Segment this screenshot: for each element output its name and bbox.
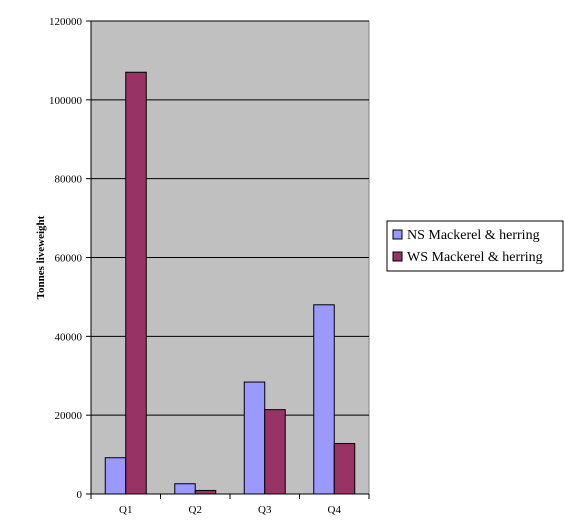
legend-swatch-1 xyxy=(392,229,403,240)
bar-q4-series-1 xyxy=(313,304,335,495)
y-tick-label: 120000 xyxy=(49,16,83,28)
x-tick-label: Q2 xyxy=(189,504,202,516)
y-tick-label: 60000 xyxy=(55,253,83,265)
bar-q1-series-2 xyxy=(125,71,147,495)
y-tick-label: 100000 xyxy=(49,95,83,107)
legend-swatch-2 xyxy=(392,251,403,262)
y-tick-label: 80000 xyxy=(55,174,83,186)
legend: NS Mackerel & herring WS Mackerel & herri… xyxy=(386,220,564,272)
axes xyxy=(86,20,370,499)
bars xyxy=(104,71,356,495)
legend-label-2: WS Mackerel & herring xyxy=(407,250,543,265)
x-tick-label: Q3 xyxy=(258,504,272,516)
y-tick-label: 0 xyxy=(77,489,83,501)
legend-box xyxy=(386,220,564,272)
y-axis-label: Tonnes liveweight xyxy=(35,215,47,299)
x-tick-label: Q4 xyxy=(328,504,342,516)
y-tick-labels: 0 20000 40000 60000 80000 100000 120000 xyxy=(49,16,83,501)
y-tick-label: 20000 xyxy=(55,410,83,422)
bar-q2-series-1 xyxy=(174,483,196,495)
legend-label-1: NS Mackerel & herring xyxy=(407,228,540,243)
y-tick-label: 40000 xyxy=(55,331,83,343)
x-tick-labels: Q1 Q2 Q3 Q4 xyxy=(119,504,341,516)
bar-q1-series-1 xyxy=(104,457,127,495)
bar-q2-series-2 xyxy=(194,489,217,495)
bar-q4-series-2 xyxy=(333,443,356,495)
bar-q3-series-2 xyxy=(264,409,286,495)
x-tick-label: Q1 xyxy=(119,504,132,516)
bar-q3-series-1 xyxy=(243,381,266,495)
